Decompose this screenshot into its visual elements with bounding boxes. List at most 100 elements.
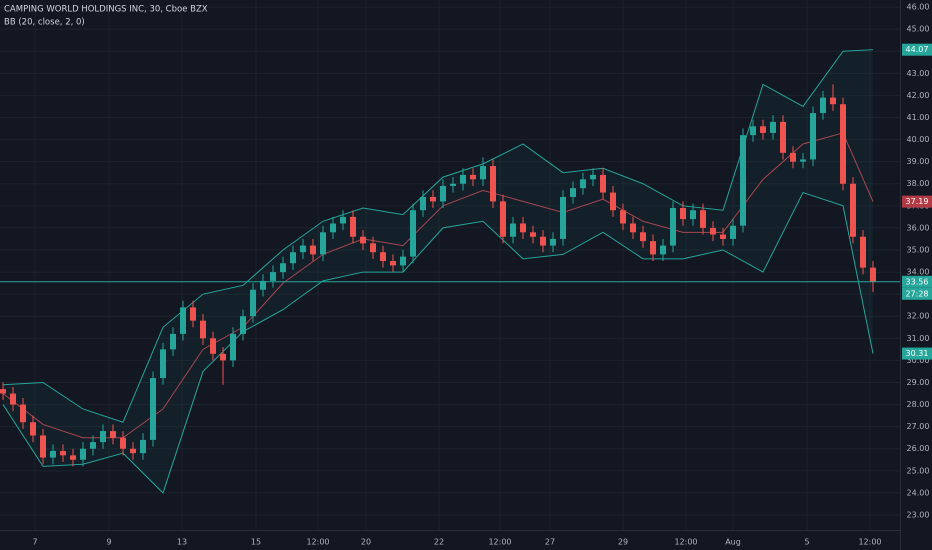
y-tick-label: 36.00 [907,223,930,232]
plot [0,49,900,494]
candle-body [780,121,786,153]
candle-body [740,135,746,226]
price-tag [902,43,932,56]
candle-body [390,261,396,266]
candle-body [660,245,666,255]
y-tick-label: 26.00 [907,444,930,453]
candle-body [330,223,336,233]
candle-body [80,448,86,460]
candle-body [770,121,776,133]
candle-body [140,439,146,454]
candle-body [650,241,656,255]
candle-body [220,353,226,361]
candle-body [380,252,386,262]
candle-body [800,159,806,162]
candle-body [720,234,726,239]
countdown-label: 27:28 [905,289,928,298]
x-tick-label: 9 [106,538,111,547]
price-tag [902,275,932,288]
candle-body [180,307,186,334]
candle-body [470,174,476,180]
candle-body [120,437,126,449]
price-tag-label: 44.07 [906,45,929,54]
candle-body [230,333,236,361]
candle-body [580,179,586,189]
candle-body [280,263,286,273]
candle-body [360,236,366,244]
candle-body [350,216,356,237]
candle-body [490,166,496,202]
candle-body [610,192,616,211]
x-tick-label: Aug [725,538,741,547]
candle-body [550,238,556,246]
candle-body [750,126,756,136]
x-tick-label: 29 [618,538,628,547]
candle-body [560,196,566,239]
y-tick-label: 24.00 [907,488,930,497]
y-tick-label: 39.00 [907,157,930,166]
candle-body [540,236,546,246]
candle-body [400,256,406,266]
candle-body [340,216,346,224]
candle-body [820,97,826,114]
x-tick-label: 12:00 [674,538,697,547]
candle-body [500,201,506,237]
candle-body [670,208,676,246]
candle-body [160,349,166,379]
x-tick-label: 13 [177,538,187,547]
candle-body [640,232,646,242]
candle-body [430,196,436,202]
candle-body [30,422,36,436]
price-tag [902,195,932,208]
x-tick-label: 12:00 [858,538,881,547]
candle-body [630,223,636,233]
candle-body [210,338,216,354]
candle-body [60,450,66,456]
price-tag-label: 33.56 [906,277,929,286]
x-tick-label: 27 [545,538,555,547]
y-tick-label: 40.00 [907,135,930,144]
chart-title: CAMPING WORLD HOLDINGS INC, 30, Cboe BZX [4,5,208,15]
candle-body [150,378,156,440]
y-tick-label: 23.00 [907,510,930,519]
candle-body [760,126,766,133]
y-tick-label: 30.00 [907,356,930,365]
candle-body [410,210,416,257]
candle-body [200,320,206,339]
candle-body [450,183,456,186]
x-tick-label: 20 [361,538,371,547]
candle-body [250,289,256,317]
candle-body [790,152,796,162]
candle-body [190,307,196,321]
y-tick-label: 32.00 [907,312,930,321]
candle-body [240,316,246,334]
x-tick-label: 22 [434,538,444,547]
x-tick-label: 7 [32,538,37,547]
price-tag [902,347,932,360]
y-tick-label: 42.00 [907,91,930,100]
candle-body [440,185,446,202]
candle-body [290,252,296,264]
x-tick-label: 15 [251,538,261,547]
candle-body [480,166,486,180]
candle-body [300,245,306,253]
candle-body [320,232,326,255]
candle-body [850,183,856,237]
candle-body [870,267,876,282]
band-lower [2,191,874,494]
y-tick-label: 46.00 [907,3,930,12]
grid [0,0,900,530]
candle-body [460,174,466,184]
y-tick-label: 28.00 [907,400,930,409]
candle-body [170,333,176,350]
y-tick-label: 34.00 [907,268,930,277]
price-tag-label: 30.31 [906,349,929,358]
axes: 46.0045.0044.0043.0042.0041.0040.0039.00… [32,3,932,547]
candle-body [270,272,276,281]
candle-body [680,208,686,220]
indicator-label: BB (20, close, 2, 0) [4,18,85,28]
candle-body [840,104,846,184]
candle-body [570,188,576,197]
y-tick-label: 35.00 [907,245,930,254]
y-tick-label: 29.00 [907,378,930,387]
